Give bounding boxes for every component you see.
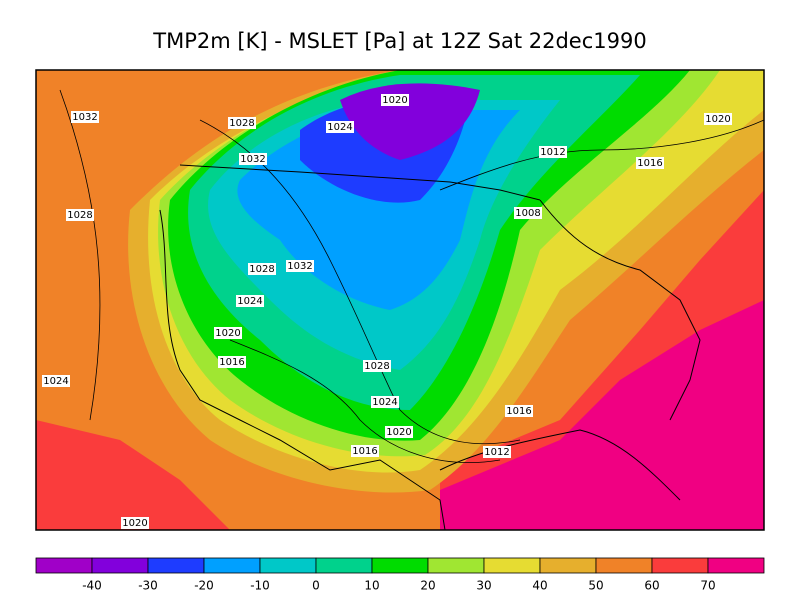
map-title: TMP2m [K] - MSLET [Pa] at 12Z Sat 22dec1… <box>152 29 646 53</box>
colorbar-tick-label: 0 <box>312 579 320 593</box>
contour-label: 1032 <box>287 261 312 272</box>
colorbar-tick-label: 40 <box>532 579 547 593</box>
colorbar-segment <box>35 557 93 574</box>
contour-label: 1028 <box>364 361 389 372</box>
contour-label-box <box>121 517 149 529</box>
contour-label: 1020 <box>215 328 240 339</box>
colorbar-tick-label: 20 <box>420 579 435 593</box>
contour-label: 1016 <box>352 446 377 457</box>
colorbar-segment <box>91 557 149 574</box>
contour-label-box <box>351 445 379 457</box>
colorbar-tick-label: 30 <box>476 579 491 593</box>
contour-label: 1016 <box>506 406 531 417</box>
contour-label: 1028 <box>249 264 274 275</box>
colorbar-segment <box>539 557 597 574</box>
contour-label: 1024 <box>237 296 262 307</box>
colorbar-segment <box>371 557 429 574</box>
contour-label: 1020 <box>382 95 407 106</box>
contour-label-box <box>483 446 511 458</box>
colorbar-tick-label: -40 <box>82 579 102 593</box>
contour-label-box <box>218 356 246 368</box>
colorbar-segment <box>651 557 709 574</box>
contour-label-box <box>385 426 413 438</box>
contour-label-box <box>381 94 409 106</box>
contour-label: 1024 <box>43 376 68 387</box>
contour-label-box <box>286 260 314 272</box>
colorbar-segment <box>595 557 653 574</box>
contour-label: 1032 <box>72 112 97 123</box>
contour-label-box <box>704 113 732 125</box>
contour-label-box <box>71 111 99 123</box>
contour-label-box <box>371 396 399 408</box>
map-frame <box>35 69 765 531</box>
colorbar-segment <box>427 557 485 574</box>
contour-label-box <box>239 153 267 165</box>
contour-label: 1028 <box>67 210 92 221</box>
contour-label: 1024 <box>372 397 397 408</box>
contour-label: 1012 <box>540 147 565 158</box>
contour-label: 1020 <box>122 518 147 529</box>
contour-label: 1016 <box>219 357 244 368</box>
contour-label-box <box>363 360 391 372</box>
contour-label-box <box>505 405 533 417</box>
contour-label-box <box>236 295 264 307</box>
contour-label-box <box>636 157 664 169</box>
colorbar-tick-label: 10 <box>364 579 379 593</box>
colorbar-tick-label: 50 <box>588 579 603 593</box>
contour-label-box <box>248 263 276 275</box>
contour-label-box <box>214 327 242 339</box>
colorbar-segment <box>707 557 765 574</box>
colorbar-segment <box>147 557 205 574</box>
colorbar-segment <box>259 557 317 574</box>
contour-label: 1012 <box>484 447 509 458</box>
contour-label-box <box>514 207 542 219</box>
contour-label-box <box>326 121 354 133</box>
contour-label: 1020 <box>386 427 411 438</box>
contour-label: 1008 <box>515 208 540 219</box>
contour-label: 1024 <box>327 122 352 133</box>
temperature-field <box>36 70 764 530</box>
contour-label: 1032 <box>240 154 265 165</box>
colorbar-tick-label: -10 <box>250 579 270 593</box>
contour-label-box <box>66 209 94 221</box>
colorbar-tick-label: 60 <box>644 579 659 593</box>
colorbar-tick-label: -30 <box>138 579 158 593</box>
colorbar-segment <box>203 557 261 574</box>
contour-label-box <box>228 117 256 129</box>
contour-label: 1020 <box>705 114 730 125</box>
contour-label-box <box>42 375 70 387</box>
colorbar-segment <box>315 557 373 574</box>
contour-label: 1028 <box>229 118 254 129</box>
contour-label-box <box>539 146 567 158</box>
contour-label: 1016 <box>637 158 662 169</box>
colorbar-tick-label: 70 <box>700 579 715 593</box>
colorbar-segment <box>483 557 541 574</box>
colorbar-tick-label: -20 <box>194 579 214 593</box>
